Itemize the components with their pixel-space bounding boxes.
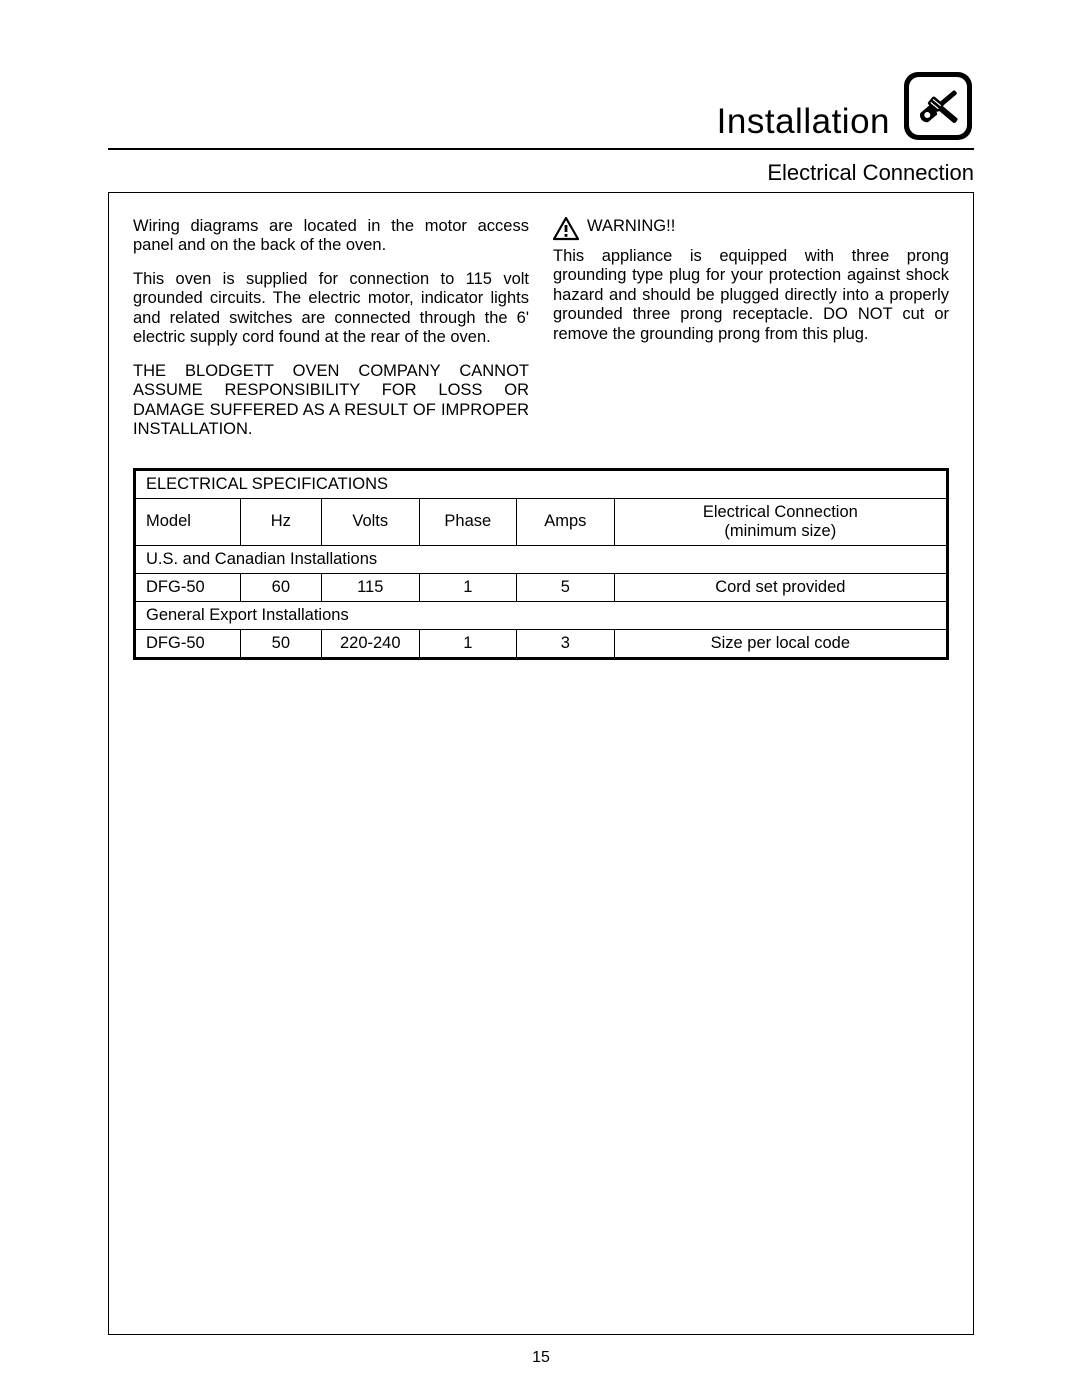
warning-icon (553, 217, 579, 241)
col-header: Electrical Connection (minimum size) (614, 498, 947, 545)
paragraph: Wiring diagrams are located in the motor… (133, 217, 529, 256)
spec-table: ELECTRICAL SPECIFICATIONS Model Hz Volts… (133, 468, 949, 660)
table-header-row: Model Hz Volts Phase Amps Electrical Con… (135, 498, 948, 545)
page-number: 15 (108, 1349, 974, 1367)
table-cell: DFG-50 (135, 629, 241, 658)
table-cell: 115 (321, 573, 419, 601)
subsection-title: Electrical Connection (108, 160, 974, 186)
table-section-label: General Export Installations (135, 601, 948, 629)
section-title: Installation (717, 102, 890, 142)
header-divider (108, 148, 974, 150)
table-cell: DFG-50 (135, 573, 241, 601)
table-section-row: U.S. and Canadian Installations (135, 545, 948, 573)
col-header: Volts (321, 498, 419, 545)
col-header: Model (135, 498, 241, 545)
table-cell: Cord set provided (614, 573, 947, 601)
table-row: DFG-50 60 115 1 5 Cord set provided (135, 573, 948, 601)
left-column: Wiring diagrams are located in the motor… (133, 217, 529, 454)
table-cell: 1 (419, 573, 517, 601)
table-cell: 1 (419, 629, 517, 658)
disclaimer-paragraph: THE BLODGETT OVEN COMPANY CANNOT ASSUME … (133, 362, 529, 440)
tools-icon (902, 70, 974, 142)
warning-label: WARNING!! (587, 217, 675, 236)
table-cell: 60 (240, 573, 321, 601)
paragraph: This oven is supplied for connection to … (133, 270, 529, 348)
content-frame: Wiring diagrams are located in the motor… (108, 192, 974, 1335)
table-section-label: U.S. and Canadian Installations (135, 545, 948, 573)
warning-body: This appliance is equipped with three pr… (553, 247, 949, 344)
table-cell: 220-240 (321, 629, 419, 658)
right-column: WARNING!! This appliance is equipped wit… (553, 217, 949, 454)
table-cell: 50 (240, 629, 321, 658)
table-title-row: ELECTRICAL SPECIFICATIONS (135, 469, 948, 498)
table-row: DFG-50 50 220-240 1 3 Size per local cod… (135, 629, 948, 658)
table-section-row: General Export Installations (135, 601, 948, 629)
table-cell: 5 (517, 573, 615, 601)
col-header: Amps (517, 498, 615, 545)
col-header: Phase (419, 498, 517, 545)
col-header: Hz (240, 498, 321, 545)
table-cell: 3 (517, 629, 615, 658)
table-cell: Size per local code (614, 629, 947, 658)
table-title: ELECTRICAL SPECIFICATIONS (135, 469, 948, 498)
